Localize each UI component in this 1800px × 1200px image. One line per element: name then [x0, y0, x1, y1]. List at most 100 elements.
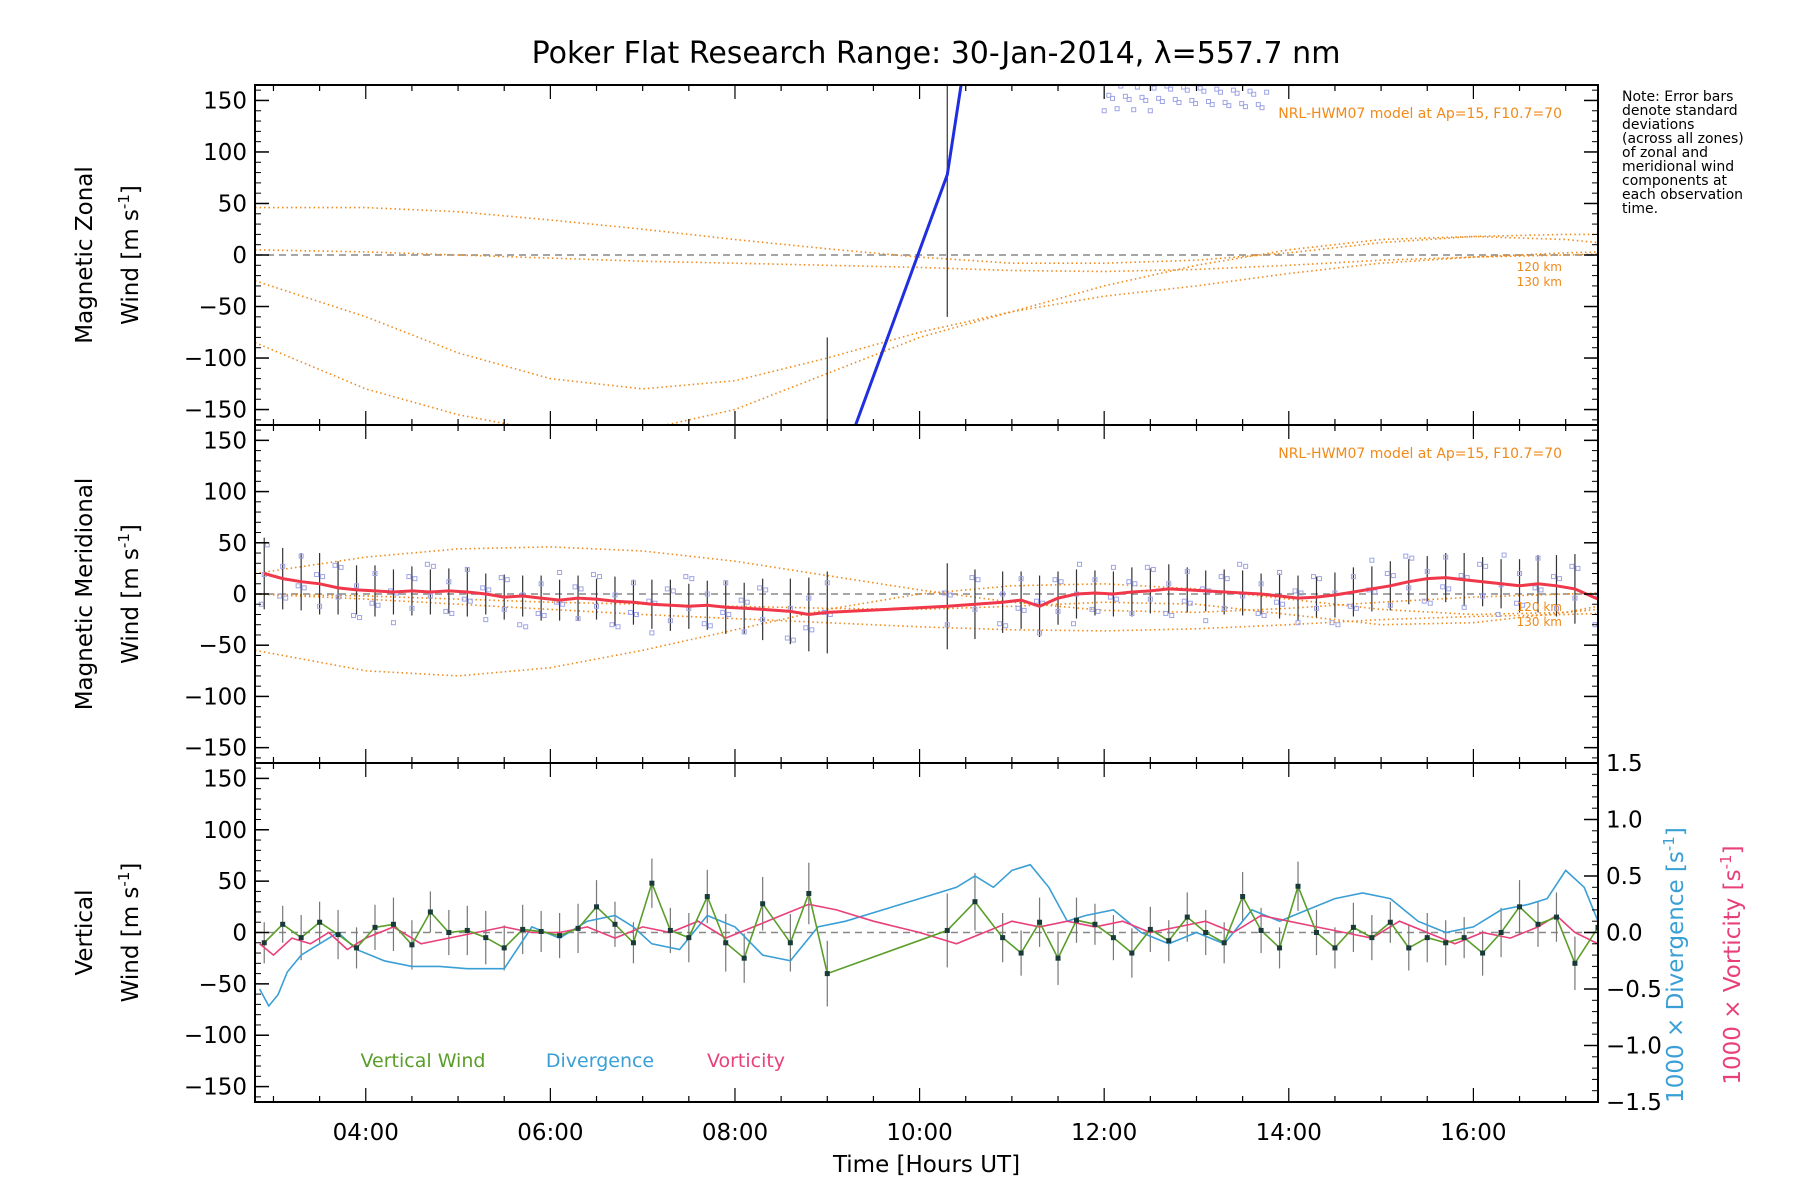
- zone-point: [1095, 608, 1101, 614]
- zone-point: [354, 583, 360, 589]
- vertical-wind-point: [1110, 935, 1116, 941]
- meridional-wind-line: [263, 572, 1598, 617]
- zone-point: [1409, 555, 1415, 561]
- zone-point: [627, 609, 633, 615]
- zone-point: [1277, 569, 1283, 575]
- vertical-wind-point: [501, 945, 507, 951]
- vertical-wind-point: [806, 890, 812, 896]
- x-tick-label: 08:00: [702, 1120, 768, 1146]
- zone-point: [486, 587, 492, 593]
- vertical-wind-point: [1350, 924, 1356, 930]
- zone-point: [1159, 98, 1165, 104]
- zone-point: [615, 624, 621, 630]
- zone-point: [1176, 100, 1182, 106]
- vertical-wind-point: [1203, 930, 1209, 935]
- note-line: (across all zones): [1622, 131, 1744, 147]
- zone-point: [1110, 564, 1116, 570]
- zone-point: [560, 601, 566, 607]
- vertical-wind-point: [1055, 955, 1061, 961]
- vertical-wind-point: [446, 930, 452, 935]
- note-line: deviations: [1622, 117, 1694, 133]
- zone-point: [535, 610, 541, 616]
- note-line: each observation: [1622, 187, 1743, 203]
- zone-point: [557, 569, 563, 575]
- model-curve-2: [255, 593, 1598, 626]
- right-tick-label: 1.0: [1606, 808, 1643, 834]
- x-tick-label: 12:00: [1071, 1120, 1137, 1146]
- zone-point: [1003, 623, 1009, 629]
- plot-area-vertical: [255, 858, 1598, 1008]
- zone-point: [351, 613, 357, 619]
- right-tick-label: 0.5: [1606, 864, 1643, 890]
- zone-point: [1092, 577, 1098, 583]
- vertical-wind-point: [557, 933, 563, 939]
- zone-point: [1251, 91, 1257, 97]
- y-axis-label-1: Vertical: [72, 889, 98, 975]
- zone-point: [375, 602, 381, 608]
- zone-point: [1034, 598, 1040, 604]
- zone-point: [1443, 554, 1449, 560]
- zone-point: [1495, 611, 1501, 617]
- right-tick-label: 0.0: [1606, 921, 1643, 947]
- zone-point: [1118, 85, 1124, 89]
- zone-point: [1131, 107, 1137, 113]
- y-axis-label-2: Wind [m s-1]: [115, 185, 144, 325]
- vertical-wind-point: [1129, 950, 1135, 956]
- model-label: NRL-HWM07 model at Ap=15, F10.7=70: [1278, 446, 1562, 462]
- zone-point: [277, 593, 283, 599]
- zone-point: [320, 574, 326, 580]
- zone-point: [1553, 605, 1559, 611]
- zone-point: [1572, 595, 1578, 601]
- panel-vertical: −1.5 −1.0 −0.5 0.0 0.5 1.0 1.5 1000 × Divergenc…: [72, 751, 1746, 1116]
- y-tick-label: 0: [232, 921, 247, 947]
- zone-point: [1129, 610, 1135, 616]
- zone-point: [1076, 561, 1082, 567]
- vertical-wind-point: [464, 927, 470, 933]
- y-tick-label: −50: [198, 633, 247, 659]
- divergence-line: [258, 863, 1598, 1008]
- zone-point: [1193, 101, 1199, 107]
- vertical-wind-point: [1221, 940, 1227, 946]
- zone-point: [1239, 101, 1245, 107]
- zone-point: [707, 623, 713, 629]
- vertical-wind-point: [824, 971, 830, 977]
- zone-point: [578, 586, 584, 592]
- zone-point: [517, 622, 523, 628]
- zone-point: [1221, 605, 1227, 611]
- vertical-wind-point: [1498, 930, 1504, 935]
- zone-point: [298, 553, 304, 559]
- zone-point: [314, 572, 320, 578]
- vertical-wind-point: [427, 909, 433, 915]
- zone-point: [969, 575, 975, 581]
- zone-point: [1150, 566, 1156, 572]
- y-tick-label: 100: [203, 480, 247, 506]
- zone-point: [1144, 564, 1150, 570]
- zone-point: [941, 590, 947, 596]
- zone-point: [301, 585, 307, 591]
- zone-point: [538, 581, 544, 587]
- zone-point: [1163, 610, 1169, 616]
- zone-point: [1532, 585, 1538, 591]
- zone-point: [1535, 555, 1541, 561]
- panel-meridional: −150 −100 −50 0 50 100 150 Magnetic Meridional W…: [72, 424, 1599, 764]
- note-line: time.: [1622, 201, 1658, 217]
- zone-point: [1427, 600, 1433, 606]
- zone-point: [1070, 621, 1076, 627]
- vertical-wind-point: [1166, 938, 1172, 944]
- vertical-wind-point: [520, 926, 526, 932]
- vertical-wind-point: [704, 894, 710, 900]
- y-tick-label: 50: [218, 869, 247, 895]
- vertical-wind-point: [1461, 935, 1467, 941]
- vertical-wind-point: [1424, 935, 1430, 941]
- zone-point: [1132, 581, 1138, 587]
- zone-point: [972, 606, 978, 612]
- zone-point: [741, 629, 747, 635]
- zone-point: [609, 622, 615, 628]
- zone-point: [1237, 561, 1243, 567]
- zone-point: [295, 583, 301, 589]
- zone-point: [1280, 601, 1286, 607]
- vertical-wind-point: [390, 921, 396, 927]
- legend-0: Vertical Wind: [361, 1050, 486, 1072]
